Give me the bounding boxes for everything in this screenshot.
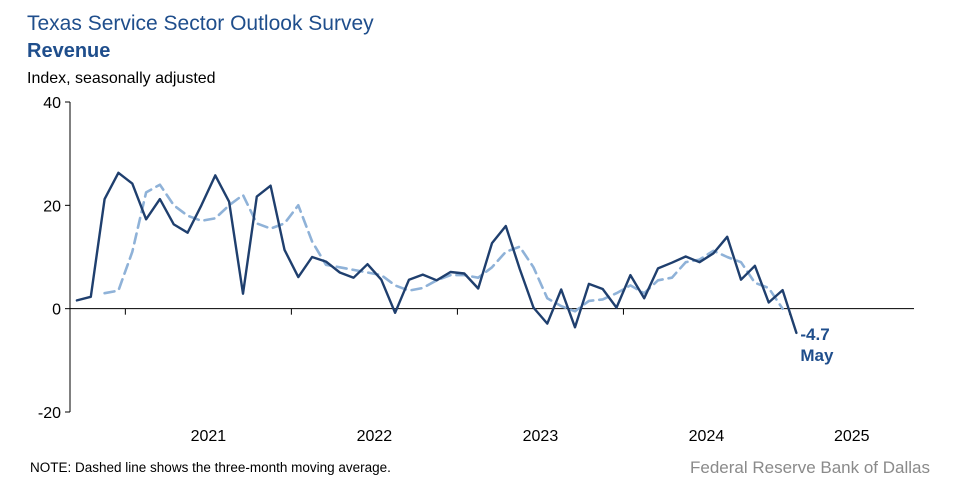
chart-subtitle: Revenue	[27, 40, 111, 62]
x-tick-label: 2022	[357, 428, 393, 445]
revenue-index-line	[75, 171, 798, 335]
axes	[65, 101, 914, 413]
series-lines	[75, 171, 798, 335]
y-tick-label: 20	[43, 198, 61, 215]
y-tick-label: -20	[38, 405, 61, 422]
x-tick-label: 2025	[834, 428, 870, 445]
last-value-label: -4.7	[800, 325, 829, 344]
x-tick-label: 2021	[191, 428, 227, 445]
moving-average-line	[103, 183, 784, 313]
last-month-label: May	[800, 346, 834, 365]
source-label: Federal Reserve Bank of Dallas	[689, 458, 930, 477]
y-axis-label: Index, seasonally adjusted	[27, 70, 216, 87]
tick-labels: -20 0 20 40 2021 2022 2023 2024 2025	[38, 95, 870, 445]
y-tick-label: 40	[43, 95, 61, 112]
footnote: NOTE: Dashed line shows the three-month …	[30, 460, 391, 475]
x-tick-label: 2024	[689, 428, 725, 445]
x-tick-label: 2023	[523, 428, 559, 445]
y-tick-label: 0	[52, 302, 61, 319]
annotations: -4.7 May	[800, 325, 834, 365]
chart-title: Texas Service Sector Outlook Survey	[27, 12, 374, 35]
